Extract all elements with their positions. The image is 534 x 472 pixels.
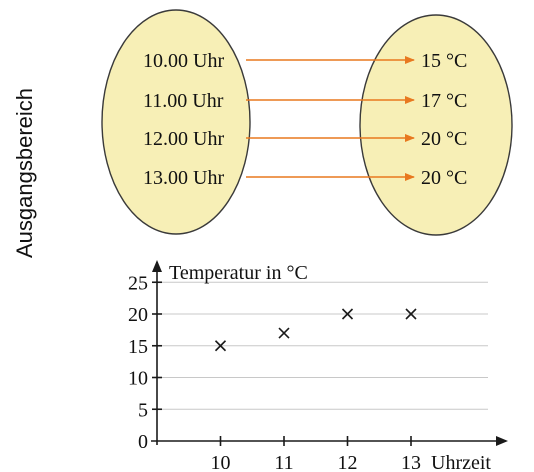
y-tick-label: 0	[138, 431, 148, 453]
x-tick-label: 12	[338, 452, 358, 472]
x-tick-label: 11	[274, 452, 293, 472]
codomain-label: 20 °C	[421, 167, 467, 189]
data-point	[278, 327, 290, 339]
mapping-rows: 10.00 Uhr 15 °C 11.00 Uhr 17 °C 12.00 Uhr 20 …	[143, 50, 467, 189]
y-tick-label: 20	[128, 304, 148, 326]
codomain-label: 17 °C	[421, 90, 467, 112]
y-axis-label: Temperatur in °C	[169, 262, 308, 284]
x-tick-label: 13	[401, 452, 421, 472]
data-point	[405, 308, 417, 320]
codomain-label: 20 °C	[421, 128, 467, 150]
domain-label: 12.00 Uhr	[143, 128, 224, 150]
y-tick-label: 5	[138, 399, 148, 421]
domain-label: 13.00 Uhr	[143, 167, 224, 189]
y-tick-label: 15	[128, 336, 148, 358]
side-label: Ausgangsbereich	[12, 88, 37, 258]
y-tick-label: 25	[128, 272, 148, 294]
data-point	[214, 340, 227, 352]
domain-ellipse	[101, 9, 251, 235]
domain-label: 11.00 Uhr	[143, 90, 224, 112]
domain-label: 10.00 Uhr	[143, 50, 224, 72]
temperature-chart: 0 5 10 15 20 25 10 11 12 13 Temperatur in °C Uhrzei…	[128, 260, 508, 472]
data-point	[341, 308, 354, 320]
y-tick-label: 10	[128, 368, 148, 390]
x-tick-label: 10	[211, 452, 231, 472]
codomain-ellipse	[359, 14, 513, 236]
x-axis-label: Uhrzeit	[431, 452, 491, 472]
codomain-label: 15 °C	[421, 50, 467, 72]
